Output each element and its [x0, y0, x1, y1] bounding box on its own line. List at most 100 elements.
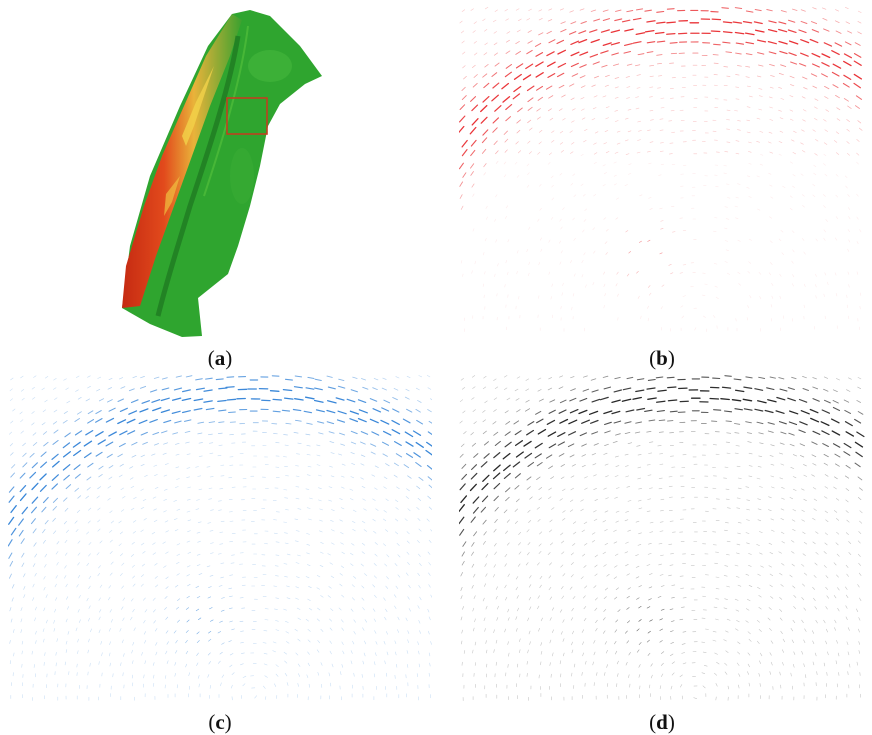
- flow-vector: [734, 423, 741, 425]
- flow-vector: [557, 432, 566, 438]
- flow-vector: [712, 630, 717, 633]
- flow-vector: [176, 573, 180, 576]
- flow-vector: [485, 554, 489, 558]
- flow-vector: [209, 684, 211, 689]
- flow-vector: [484, 64, 489, 68]
- flow-vector: [748, 682, 751, 687]
- flow-vector: [694, 327, 697, 331]
- flow-vector: [539, 584, 542, 588]
- flow-vector: [637, 466, 642, 469]
- flow-vector: [395, 585, 399, 589]
- flow-vector: [757, 587, 761, 590]
- flow-vector: [758, 376, 766, 379]
- flow-vector: [484, 238, 487, 242]
- flow-vector: [837, 652, 840, 657]
- flow-vector: [593, 640, 596, 644]
- flow-vector: [768, 607, 772, 610]
- flow-vector: [570, 562, 574, 565]
- flow-vector: [562, 488, 566, 492]
- flow-vector: [626, 97, 630, 99]
- flow-vector: [75, 627, 78, 632]
- flow-vector: [848, 239, 851, 243]
- flow-vector: [353, 576, 357, 579]
- flow-vector: [713, 315, 716, 318]
- flow-vector: [845, 431, 855, 437]
- flow-vector: [551, 197, 554, 201]
- flow-vector: [306, 474, 311, 476]
- flow-vector: [832, 63, 842, 69]
- flow-vector: [9, 443, 13, 447]
- flow-vector: [316, 454, 321, 457]
- flow-vector: [492, 472, 501, 480]
- flow-vector: [638, 488, 642, 490]
- flow-vector: [527, 617, 530, 622]
- flow-vector: [305, 576, 310, 579]
- flow-vector: [408, 608, 411, 612]
- flow-vector: [240, 641, 244, 644]
- flow-vector: [846, 153, 850, 156]
- flow-vector: [53, 530, 57, 534]
- flow-vector: [197, 475, 201, 477]
- flow-vector: [413, 452, 421, 458]
- flow-vector: [670, 620, 675, 622]
- flow-vector: [724, 565, 729, 567]
- flow-vector: [55, 662, 57, 667]
- flow-vector: [117, 419, 127, 425]
- flow-vector: [174, 518, 178, 520]
- flow-vector: [393, 474, 398, 478]
- flow-vector: [375, 641, 378, 645]
- flow-vector: [616, 271, 619, 275]
- flow-vector: [780, 64, 787, 67]
- flow-vector: [42, 529, 46, 534]
- flow-vector: [304, 396, 315, 400]
- flow-vector: [119, 407, 128, 412]
- flow-vector: [35, 640, 37, 644]
- flow-vector: [815, 295, 817, 299]
- flow-vector: [428, 539, 432, 543]
- flow-vector: [185, 441, 190, 444]
- flow-vector: [524, 408, 531, 412]
- flow-vector: [812, 85, 818, 89]
- flow-vector: [758, 108, 763, 111]
- flow-vector: [171, 397, 182, 401]
- flow-vector: [361, 551, 365, 554]
- flow-vector: [536, 85, 544, 91]
- flow-vector: [859, 510, 863, 514]
- flow-vector: [660, 306, 663, 310]
- flow-vector: [460, 443, 465, 447]
- flow-vector: [393, 462, 399, 467]
- flow-vector: [88, 553, 91, 557]
- flow-vector: [769, 240, 773, 243]
- flow-vector: [709, 397, 720, 400]
- flow-vector: [855, 95, 863, 100]
- flow-vector: [155, 584, 159, 588]
- flow-vector: [285, 422, 292, 425]
- flow-vector: [560, 631, 563, 635]
- flow-vector: [461, 9, 465, 12]
- flow-vector: [143, 631, 146, 635]
- flow-vector: [626, 573, 630, 576]
- flow-vector: [625, 511, 629, 513]
- flow-vector: [314, 378, 322, 382]
- flow-vector: [646, 20, 656, 23]
- flow-vector: [152, 542, 156, 545]
- flow-vector: [742, 398, 753, 402]
- flow-vector: [789, 410, 799, 415]
- flow-vector: [859, 597, 862, 601]
- flow-vector: [203, 400, 213, 403]
- flow-vector: [482, 597, 485, 602]
- flow-vector: [318, 432, 324, 435]
- flow-vector: [603, 630, 606, 634]
- flow-vector: [595, 597, 598, 601]
- flow-vector: [327, 595, 331, 598]
- flow-vector: [551, 140, 555, 143]
- flow-vector: [472, 82, 478, 88]
- flow-vector: [854, 42, 861, 46]
- flow-vector: [756, 640, 760, 644]
- flow-vector: [636, 597, 640, 600]
- flow-vector: [19, 472, 26, 479]
- flow-vector: [603, 452, 608, 455]
- flow-vector: [385, 608, 388, 612]
- flow-vector: [548, 496, 552, 500]
- flow-vector: [558, 386, 564, 389]
